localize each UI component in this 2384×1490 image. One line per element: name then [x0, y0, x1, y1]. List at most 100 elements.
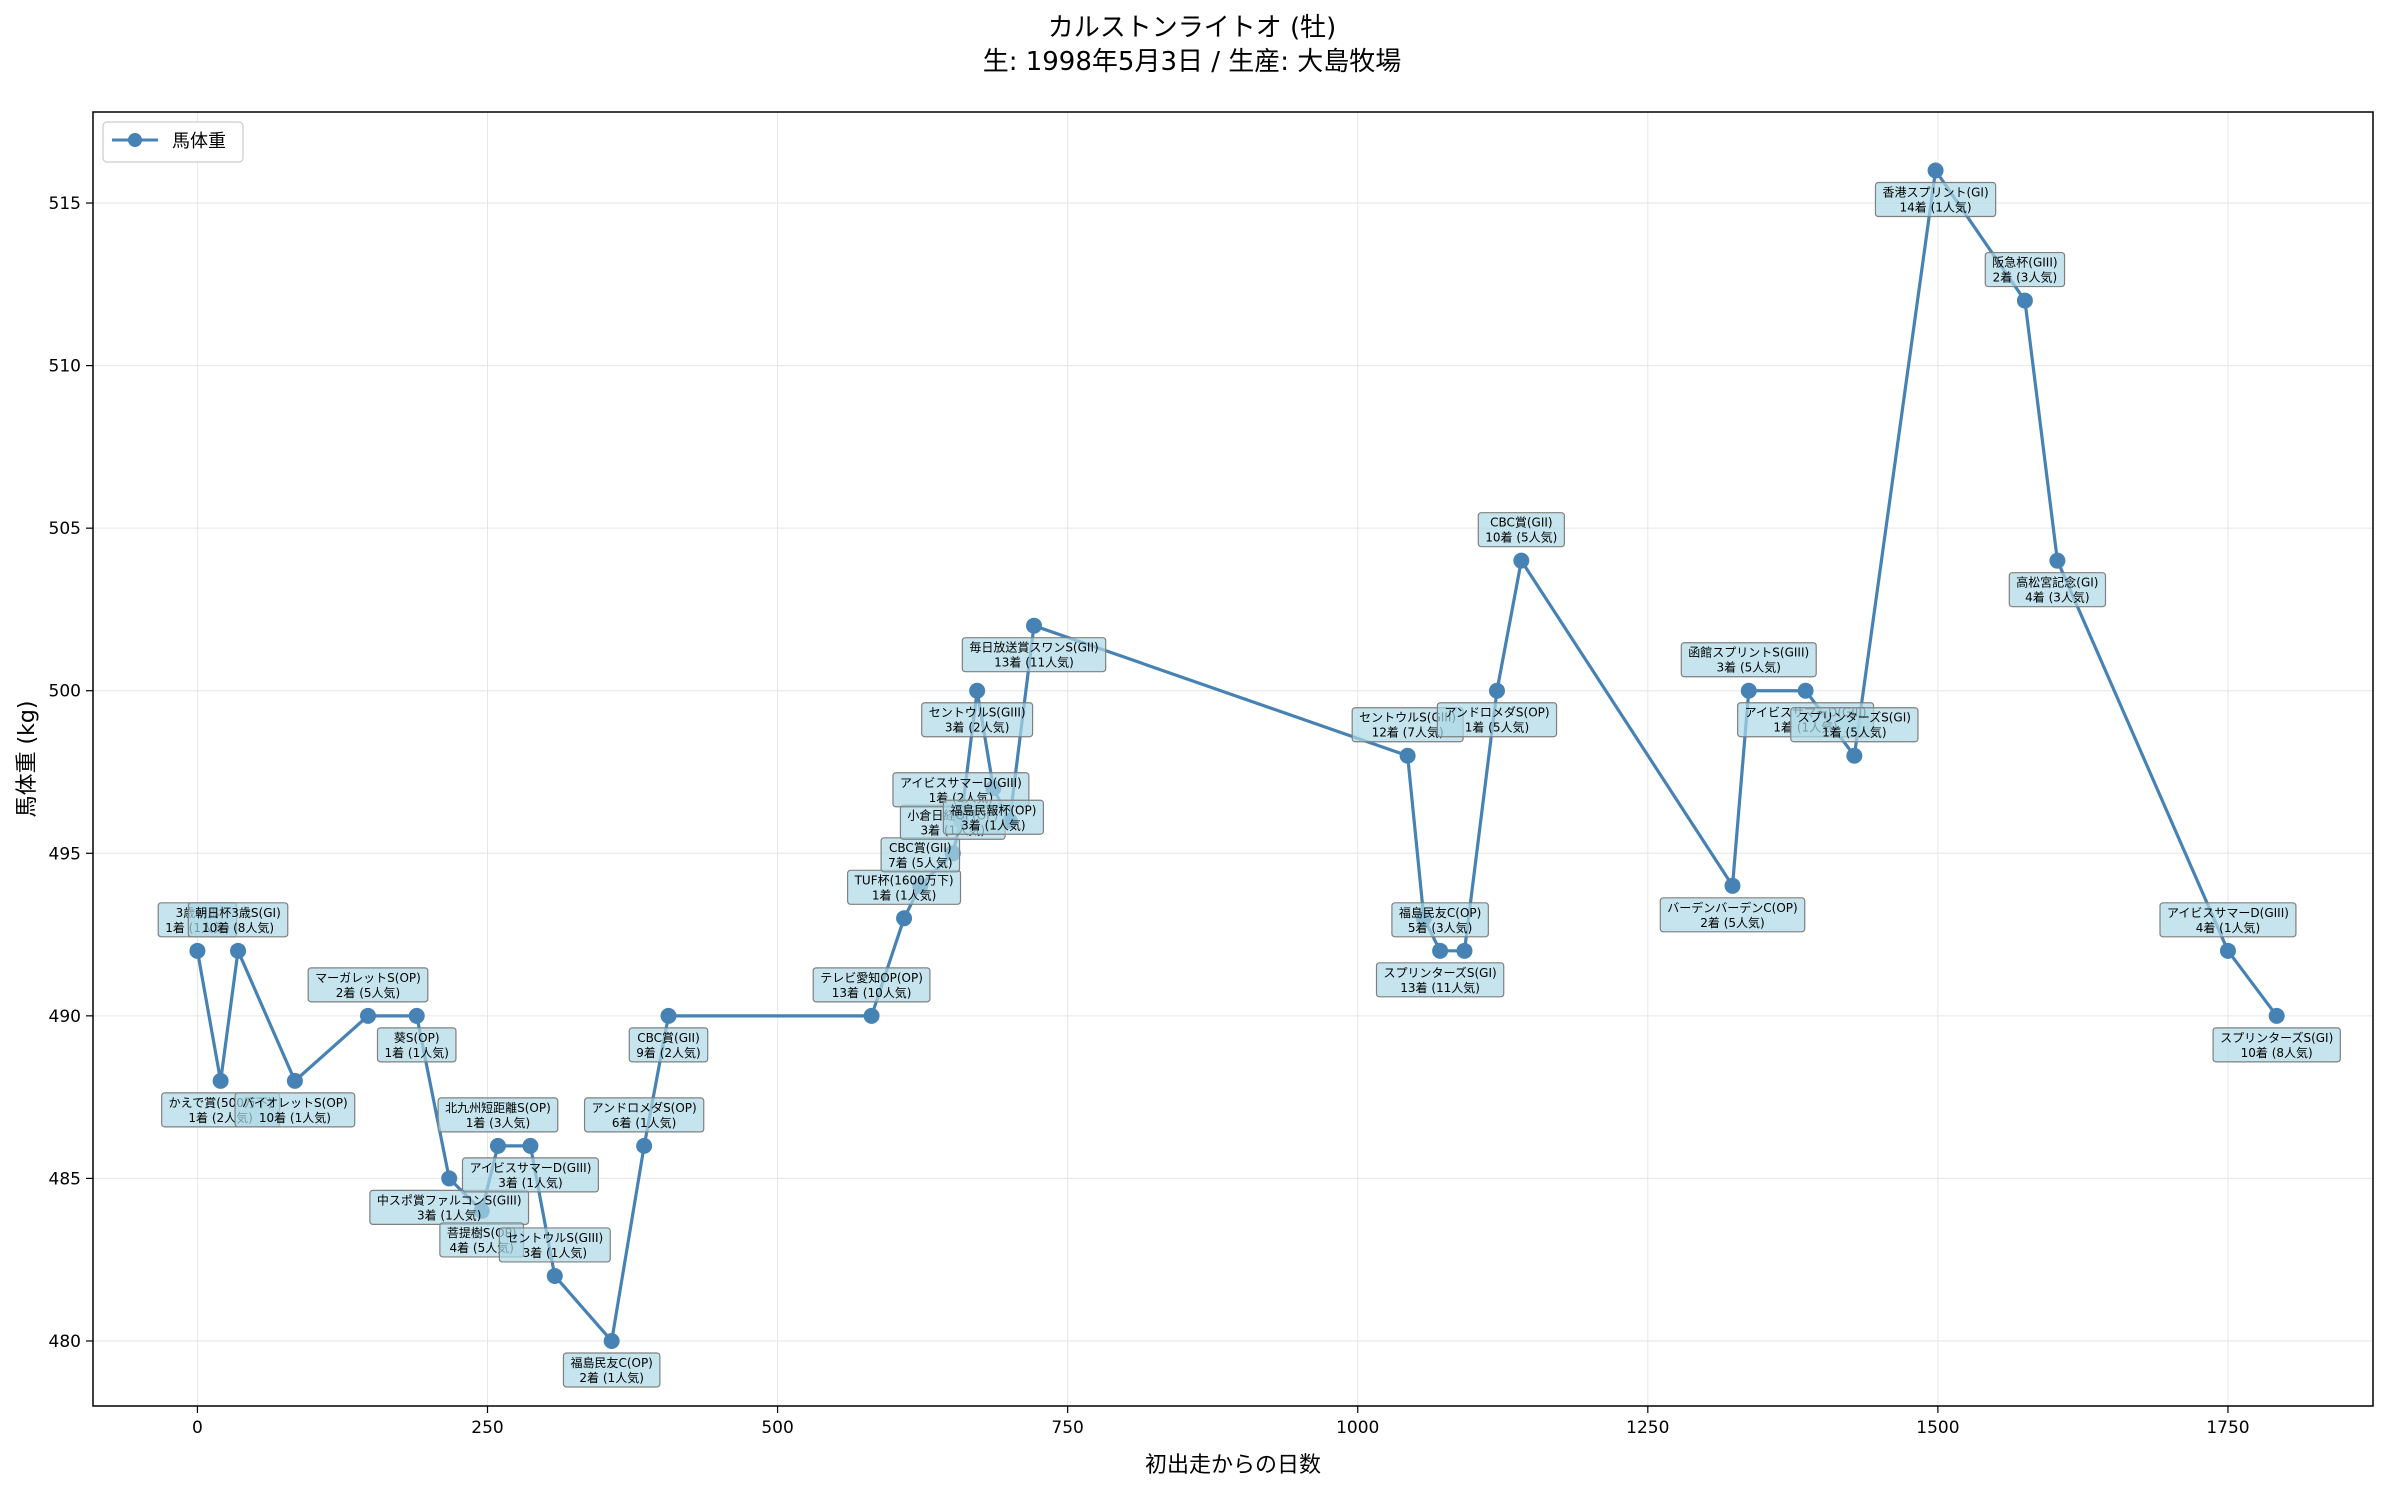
annotation-race-name: 函館スプリントS(GIII) [1688, 645, 1809, 660]
data-point [896, 910, 913, 927]
annotation-box [812, 967, 931, 1003]
annotation-race-name: セントウルS(GIII) [929, 706, 1026, 720]
x-tick-label: 250 [471, 1418, 503, 1438]
race-annotation: セントウルS(GIII)3着 (2人気) [921, 702, 1034, 738]
race-annotation: バイオレットS(OP)10着 (1人気) [234, 1092, 356, 1128]
legend-box [102, 121, 244, 163]
annotation-race-name: アイビスサマーD(GIII) [2167, 906, 2289, 920]
y-tick-label: 490 [49, 1007, 81, 1027]
race-annotation: CBC賞(GII)9着 (2人気) [628, 1027, 709, 1063]
annotation-result: 5着 (3人気) [1408, 920, 1472, 935]
x-tick-label: 1000 [1336, 1418, 1379, 1438]
data-point [1026, 617, 1043, 634]
annotation-result: 1着 (1人気) [872, 887, 936, 902]
annotation-result: 14着 (1人気) [1900, 200, 1972, 215]
annotation-race-name: マーガレットS(OP) [315, 971, 421, 985]
race-annotation: アンドロメダS(OP)1着 (5人気) [1436, 702, 1558, 738]
annotation-box [562, 1352, 661, 1388]
annotation-result: 2着 (3人気) [1993, 270, 2057, 285]
legend-marker [128, 133, 142, 147]
annotation-box [942, 799, 1045, 835]
annotation-race-name: 朝日杯3歳S(GI) [195, 906, 280, 920]
annotation-race-name: バーデンバーデンC(OP) [1667, 900, 1797, 915]
annotation-box [1874, 181, 1997, 218]
data-point [1846, 747, 1863, 764]
x-tick-label: 0 [192, 1418, 203, 1438]
data-point [660, 1007, 677, 1024]
annotation-box [498, 1227, 611, 1263]
annotation-box [1984, 251, 2066, 288]
race-annotation: アイビスサマーD(GIII)4着 (1人気) [2159, 902, 2297, 938]
data-point [1797, 682, 1814, 699]
race-annotations: 3歳新馬1着 (1人気)かえで賞(500万下)1着 (2人気)朝日杯3歳S(GI… [157, 181, 2341, 1388]
annotation-result: 2着 (1人気) [579, 1370, 643, 1385]
annotation-race-name: 中スポ賞ファルコンS(GIII) [377, 1192, 522, 1207]
race-annotation: テレビ愛知OP(OP)13着 (10人気) [812, 967, 931, 1003]
race-annotation: TUF杯(1600万下)1着 (1人気) [846, 869, 962, 905]
data-point [441, 1170, 458, 1187]
data-point [546, 1267, 563, 1284]
annotation-box [437, 1097, 559, 1133]
x-tick-label: 750 [1051, 1418, 1083, 1438]
annotation-result: 3着 (1人気) [417, 1207, 481, 1222]
y-tick-label: 515 [49, 194, 81, 214]
data-point [1740, 682, 1757, 699]
annotation-result: 6着 (1人気) [612, 1115, 676, 1130]
x-tick-label: 500 [761, 1418, 793, 1438]
race-annotation: 葵S(OP)1着 (1人気) [376, 1027, 457, 1063]
race-annotation: 朝日杯3歳S(GI)10着 (8人気) [187, 902, 289, 938]
race-annotation: アイビスサマーD(GIII)1着 (2人気) [892, 772, 1030, 808]
race-annotation: 中スポ賞ファルコンS(GIII)3着 (1人気) [369, 1189, 530, 1226]
data-point [522, 1137, 539, 1154]
data-point [1513, 552, 1530, 569]
annotation-result: 13着 (10人気) [832, 985, 912, 1000]
data-point [212, 1072, 229, 1089]
race-annotation: 高松宮記念(GI)4着 (3人気) [2008, 572, 2107, 608]
plot-frame [92, 111, 2374, 1407]
annotation-box [461, 1157, 599, 1193]
annotation-race-name: 福島民友C(OP) [1399, 905, 1481, 920]
annotation-box [1659, 897, 1806, 933]
annotation-box [628, 1027, 709, 1063]
data-point [408, 1007, 425, 1024]
annotation-race-name: 北九州短距離S(OP) [445, 1101, 551, 1115]
x-tick-label: 1750 [2206, 1418, 2249, 1438]
annotation-race-name: セントウルS(GIII) [1359, 711, 1456, 725]
annotation-box [1391, 902, 1489, 938]
annotation-box [2008, 572, 2107, 608]
annotation-box [376, 1027, 457, 1063]
y-tick-label: 505 [49, 519, 81, 539]
annotation-race-name: アンドロメダS(OP) [592, 1100, 697, 1115]
annotation-result: 3着 (1人気) [961, 817, 1025, 832]
annotation-box [1375, 962, 1505, 998]
data-point [1399, 747, 1416, 764]
annotation-box [921, 702, 1034, 738]
race-annotation: バーデンバーデンC(OP)2着 (5人気) [1659, 897, 1806, 933]
annotation-result: 7着 (5人気) [888, 855, 952, 870]
annotation-box [583, 1097, 705, 1133]
race-annotation: 香港スプリント(GI)14着 (1人気) [1874, 181, 1997, 218]
annotation-race-name: CBC賞(GII) [637, 1031, 700, 1045]
data-point [2016, 292, 2033, 309]
annotation-race-name: 葵S(OP) [394, 1031, 440, 1045]
annotation-box [187, 902, 289, 938]
annotation-box [1477, 512, 1565, 548]
annotation-race-name: アイビスサマーD(GIII) [900, 776, 1022, 790]
race-annotation: スプリンターズS(GI)13着 (11人気) [1375, 962, 1505, 998]
data-point [636, 1137, 653, 1154]
race-annotation: CBC賞(GII)7着 (5人気) [880, 837, 961, 873]
annotation-result: 12着 (7人気) [1372, 725, 1444, 740]
race-annotation: アンドロメダS(OP)6着 (1人気) [583, 1097, 705, 1133]
data-point [1432, 942, 1449, 959]
annotation-box [1436, 702, 1558, 738]
data-point [2219, 942, 2236, 959]
data-point [1927, 162, 1944, 179]
race-annotation: セントウルS(GIII)12着 (7人気) [1351, 707, 1464, 743]
annotation-race-name: 高松宮記念(GI) [2016, 575, 2098, 590]
annotation-result: 10着 (8人気) [2241, 1045, 2313, 1060]
race-annotation: 函館スプリントS(GIII)3着 (5人気) [1680, 642, 1817, 678]
y-axis-label: 馬体重 (kg) [15, 701, 40, 818]
